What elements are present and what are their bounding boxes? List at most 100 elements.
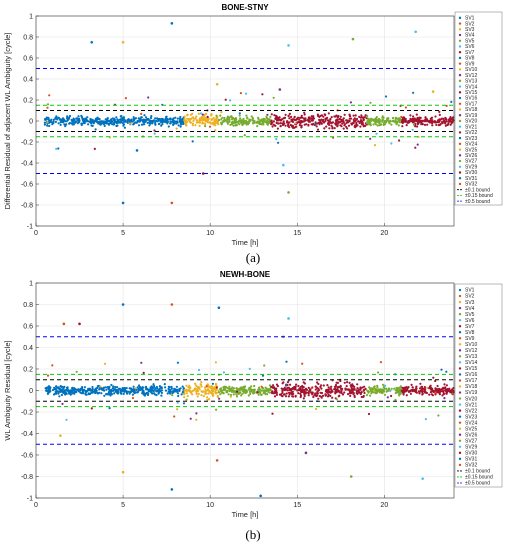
data-point bbox=[99, 123, 102, 126]
data-point bbox=[366, 120, 369, 123]
data-point bbox=[227, 393, 230, 396]
data-point bbox=[177, 392, 180, 395]
data-point bbox=[277, 141, 280, 144]
data-point bbox=[66, 115, 69, 118]
data-point bbox=[79, 388, 82, 391]
data-point bbox=[391, 119, 394, 123]
data-point bbox=[349, 115, 352, 118]
legend-marker bbox=[458, 51, 462, 54]
outlier-point bbox=[170, 488, 174, 491]
data-point bbox=[185, 392, 188, 395]
data-point bbox=[57, 116, 61, 119]
legend-marker bbox=[458, 373, 462, 376]
data-point bbox=[260, 385, 263, 388]
data-point bbox=[361, 386, 364, 389]
data-point bbox=[337, 122, 340, 125]
data-point bbox=[68, 114, 72, 118]
outlier-point bbox=[217, 306, 221, 310]
data-point bbox=[97, 122, 100, 125]
legend-label: SV15 bbox=[465, 90, 477, 96]
data-point bbox=[391, 117, 394, 120]
data-point bbox=[108, 390, 111, 393]
data-point bbox=[301, 384, 304, 388]
data-point bbox=[214, 391, 217, 394]
data-point bbox=[346, 381, 349, 384]
data-point bbox=[318, 122, 321, 125]
data-point bbox=[408, 121, 411, 124]
data-point bbox=[155, 119, 158, 122]
data-point bbox=[229, 99, 232, 102]
data-point bbox=[154, 123, 157, 126]
data-point bbox=[444, 118, 448, 121]
data-point bbox=[285, 392, 288, 395]
data-point bbox=[320, 391, 324, 395]
data-point bbox=[290, 115, 293, 118]
data-point bbox=[185, 398, 188, 401]
data-point bbox=[436, 119, 439, 122]
data-point bbox=[331, 396, 334, 399]
data-point bbox=[217, 118, 221, 122]
data-point bbox=[398, 139, 401, 142]
data-point bbox=[200, 394, 203, 397]
data-point bbox=[313, 394, 316, 397]
data-point bbox=[340, 392, 343, 395]
data-point bbox=[375, 132, 378, 135]
data-point bbox=[196, 387, 199, 390]
data-point bbox=[290, 387, 293, 390]
data-point bbox=[284, 395, 288, 398]
data-point bbox=[416, 120, 419, 123]
data-point bbox=[81, 119, 85, 122]
data-point bbox=[263, 364, 266, 367]
data-point bbox=[146, 121, 149, 124]
data-point bbox=[108, 407, 111, 410]
data-point bbox=[214, 361, 217, 364]
data-point bbox=[258, 123, 261, 126]
legend-label: SV2 bbox=[465, 21, 475, 27]
data-point bbox=[322, 384, 325, 387]
data-point bbox=[198, 124, 201, 127]
legend-label: SV21 bbox=[465, 402, 477, 408]
data-point bbox=[347, 124, 351, 127]
data-point bbox=[229, 395, 232, 398]
data-point bbox=[304, 117, 307, 120]
data-point bbox=[419, 382, 422, 385]
data-point bbox=[447, 123, 450, 126]
outlier-point bbox=[170, 303, 174, 306]
data-point bbox=[84, 391, 87, 394]
data-point bbox=[206, 388, 210, 391]
outlier-point bbox=[287, 317, 290, 320]
data-point bbox=[390, 394, 393, 398]
data-point bbox=[226, 115, 229, 118]
data-point bbox=[269, 115, 272, 118]
data-point bbox=[297, 392, 300, 395]
data-point bbox=[334, 383, 338, 387]
legend-label: SV27 bbox=[465, 159, 477, 165]
data-point bbox=[116, 118, 119, 121]
data-point bbox=[153, 129, 156, 132]
data-point bbox=[445, 392, 448, 395]
data-point bbox=[328, 120, 331, 123]
data-point bbox=[144, 120, 147, 123]
data-point bbox=[429, 386, 433, 389]
data-point bbox=[423, 386, 426, 389]
data-point bbox=[215, 386, 218, 389]
data-point bbox=[275, 118, 278, 121]
data-point bbox=[87, 393, 90, 396]
legend-label: SV17 bbox=[465, 101, 477, 107]
data-point bbox=[137, 120, 141, 123]
data-point bbox=[104, 386, 107, 389]
data-point bbox=[189, 113, 193, 116]
data-point bbox=[207, 121, 210, 124]
data-point bbox=[103, 362, 107, 365]
data-point bbox=[362, 389, 365, 392]
data-point bbox=[263, 119, 266, 122]
data-point bbox=[442, 119, 445, 122]
data-point bbox=[288, 112, 291, 115]
data-point bbox=[324, 118, 327, 121]
data-point bbox=[152, 383, 155, 386]
data-point bbox=[44, 118, 47, 121]
legend-marker bbox=[458, 165, 462, 168]
legend-label: SV12 bbox=[465, 348, 477, 354]
data-point bbox=[272, 392, 275, 395]
x-tick-label: 5 bbox=[121, 502, 125, 509]
